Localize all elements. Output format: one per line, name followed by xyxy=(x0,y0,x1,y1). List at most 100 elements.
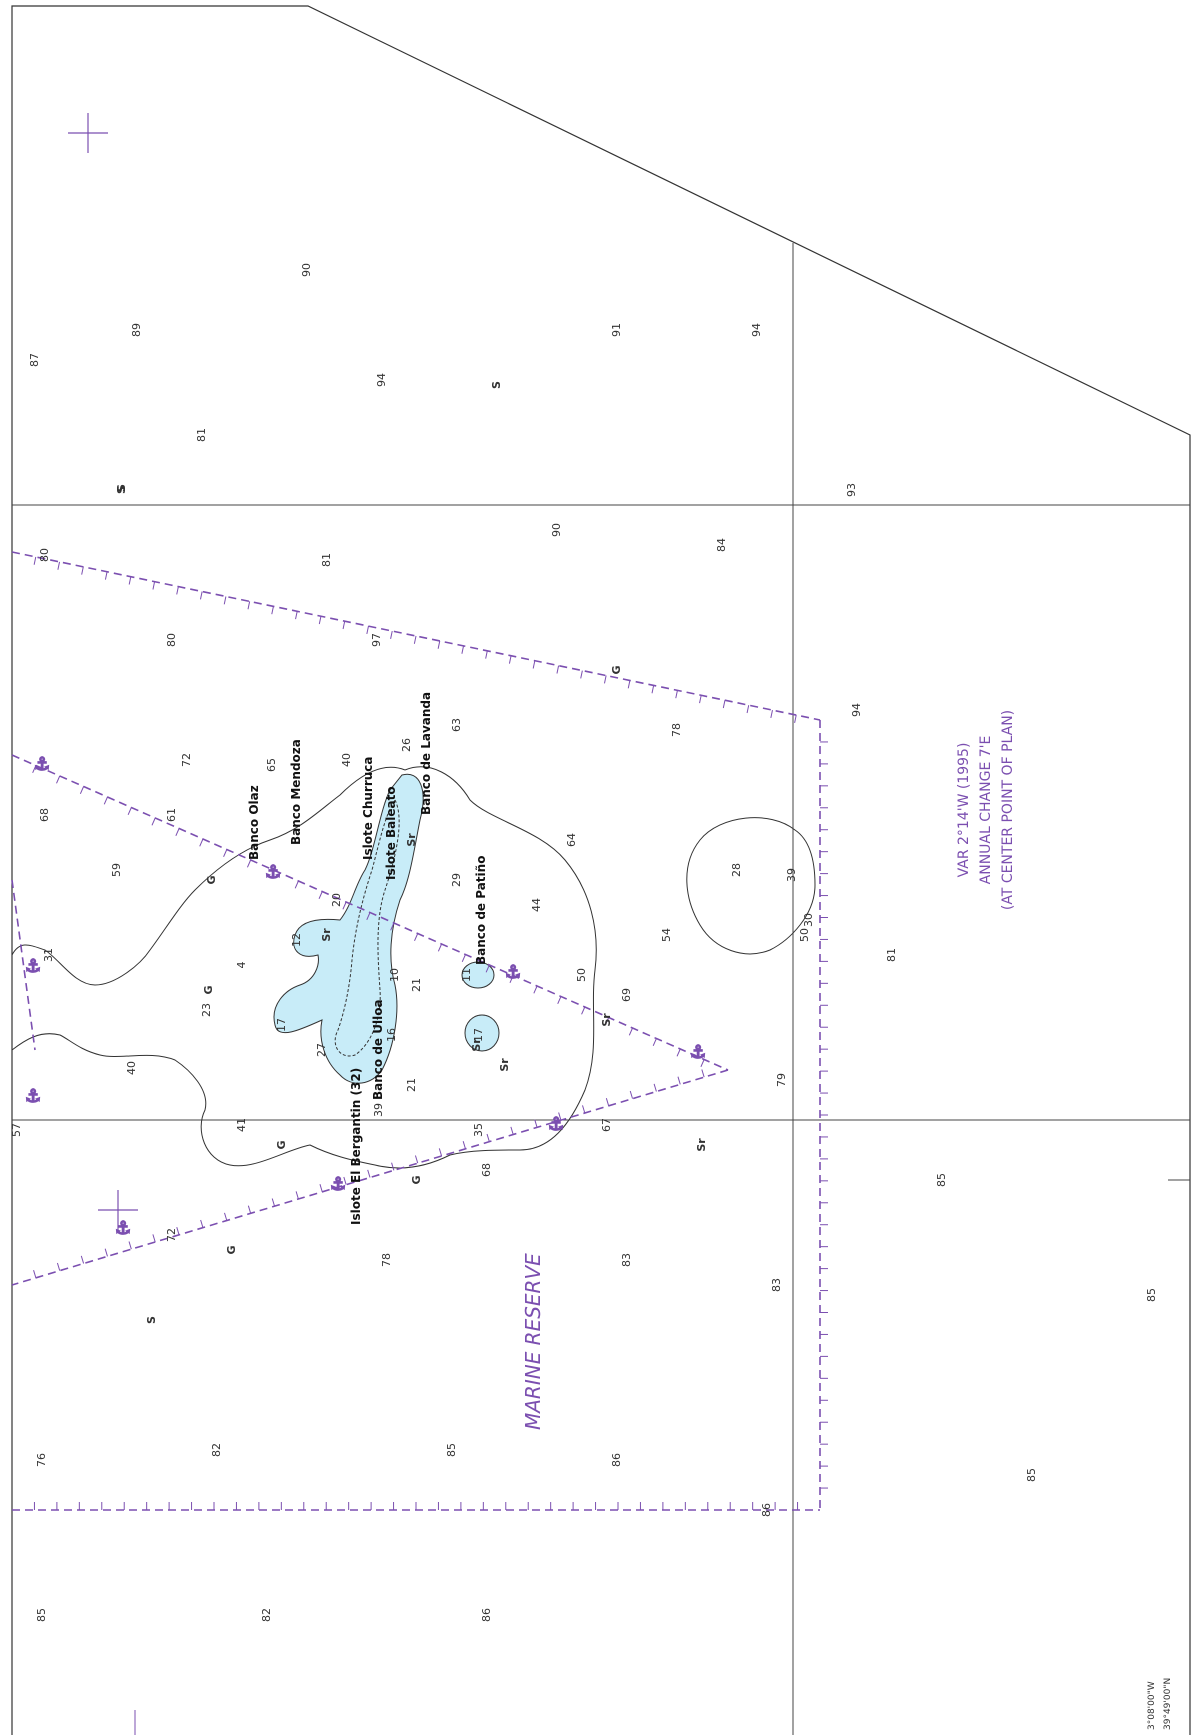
sounding: 97 xyxy=(370,633,383,647)
feature-name: Islote El Bergantin (32) xyxy=(349,1068,363,1225)
sounding: 59 xyxy=(110,863,123,877)
sounding: 93 xyxy=(845,483,858,497)
sounding: 11 xyxy=(460,968,473,982)
magnetic-variation-note: VAR 2°14'W (1995) ANNUAL CHANGE 7'E (AT … xyxy=(956,710,1016,910)
sounding: 10 xyxy=(388,968,401,982)
sounding: 21 xyxy=(410,978,423,992)
feature-name: Banco Olaz xyxy=(247,785,261,860)
sounding: Sr xyxy=(600,1013,613,1027)
feature-name: Islote Baleato xyxy=(384,786,398,880)
feature-names-layer: Banco Olaz Banco Mendoza Islote Churruca Is… xyxy=(247,692,488,1225)
sounding: 29 xyxy=(450,873,463,887)
sounding: 64 xyxy=(565,833,578,847)
sounding: 21 xyxy=(405,1078,418,1092)
sounding: 40 xyxy=(340,753,353,767)
sounding: 87 xyxy=(28,353,41,367)
soundings-layer: 87 89 90 91 94 94 81 S S 93 80 81 90 84 80 97 G 78 94 72 65 6… xyxy=(10,263,1158,1622)
svg-text:⚓: ⚓ xyxy=(25,956,41,977)
svg-text:⚓: ⚓ xyxy=(34,754,50,775)
shoal-patch xyxy=(464,1014,500,1052)
sounding: 85 xyxy=(35,1608,48,1622)
svg-text:⚓: ⚓ xyxy=(115,1218,131,1239)
sounding: 80 xyxy=(165,633,178,647)
reserve-markers: ⚓ ⚓ ⚓ ⚓ ⚓ ⚓ ⚓ ⚓ ⚓ xyxy=(24,753,707,1240)
sounding: S xyxy=(115,486,128,494)
sounding: 63 xyxy=(450,718,463,732)
sounding: 30 xyxy=(802,913,815,927)
sounding: 81 xyxy=(195,428,208,442)
marine-reserve-label: MARINE RESERVE xyxy=(521,1253,545,1430)
sounding: 72 xyxy=(180,753,193,767)
sounding: 81 xyxy=(320,553,333,567)
svg-text:⚓: ⚓ xyxy=(505,962,521,983)
feature-name: Banco de Ulloa xyxy=(371,999,385,1100)
sounding: 94 xyxy=(750,323,763,337)
sounding: 50 xyxy=(798,928,811,942)
sounding: 85 xyxy=(445,1443,458,1457)
sounding: S xyxy=(145,1316,158,1324)
svg-text:⚓: ⚓ xyxy=(25,1086,41,1107)
feature-name: Banco Mendoza xyxy=(289,739,303,845)
sounding: 80 xyxy=(38,548,51,562)
sounding: 20 xyxy=(330,893,343,907)
sounding: Sr xyxy=(405,833,418,847)
sounding: 67 xyxy=(600,1118,613,1132)
sounding: 81 xyxy=(885,948,898,962)
sounding: 40 xyxy=(125,1061,138,1075)
depth-contour-50 xyxy=(11,766,597,1169)
sounding: 83 xyxy=(620,1253,633,1267)
sounding: G xyxy=(205,875,218,884)
sounding: 69 xyxy=(620,988,633,1002)
svg-text:⚓: ⚓ xyxy=(690,1042,706,1063)
sounding: 17 xyxy=(275,1018,288,1032)
sounding: 82 xyxy=(260,1608,273,1622)
shoal-patch xyxy=(461,961,495,989)
sounding: 28 xyxy=(730,863,743,877)
sounding: 86 xyxy=(760,1503,773,1517)
sounding: G xyxy=(610,665,623,674)
sounding: 54 xyxy=(660,928,673,942)
sounding: Sr xyxy=(695,1138,708,1152)
sounding: 39 xyxy=(372,1103,385,1117)
sounding: 41 xyxy=(235,1118,248,1132)
sounding: 4 xyxy=(235,962,248,969)
sounding: 39 xyxy=(785,868,798,882)
sounding: S xyxy=(490,381,503,389)
sounding: 68 xyxy=(480,1163,493,1177)
sounding: G xyxy=(275,1140,288,1149)
sounding: 85 xyxy=(935,1173,948,1187)
sounding: 57 xyxy=(10,1123,23,1137)
feature-name: Banco de Patiño xyxy=(474,856,488,965)
variation-line-3: (AT CENTER POINT OF PLAN) xyxy=(1000,710,1016,910)
depth-contour-inner xyxy=(334,799,400,1057)
sounding: 44 xyxy=(530,898,543,912)
shoal-area xyxy=(273,773,424,1084)
chart-border xyxy=(11,5,1191,1735)
variation-line-1: VAR 2°14'W (1995) xyxy=(956,743,972,878)
sounding: 79 xyxy=(775,1073,788,1087)
sounding: 27 xyxy=(315,1043,328,1057)
feature-name: Islote Churruca xyxy=(361,757,375,861)
sounding: 16 xyxy=(385,1028,398,1042)
sounding: 23 xyxy=(200,1003,213,1017)
svg-text:⚓: ⚓ xyxy=(265,862,281,883)
sounding: 90 xyxy=(300,263,313,277)
marine-reserve-boundary xyxy=(11,551,821,1511)
sounding: 17 xyxy=(472,1028,485,1042)
sounding: 35 xyxy=(472,1123,485,1137)
sounding: 68 xyxy=(38,808,51,822)
sounding: 85 xyxy=(1145,1288,1158,1302)
svg-text:⚓: ⚓ xyxy=(548,1114,564,1135)
svg-text:⚓: ⚓ xyxy=(330,1174,346,1195)
sounding: 85 xyxy=(1025,1468,1038,1482)
sounding: 86 xyxy=(480,1608,493,1622)
latitude-label: 39°49'00"N xyxy=(1163,1678,1173,1730)
feature-name: Banco de Lavanda xyxy=(419,692,433,815)
sounding: 78 xyxy=(380,1253,393,1267)
sounding: G xyxy=(225,1245,238,1254)
sounding: 91 xyxy=(610,323,623,337)
sounding: Sr xyxy=(498,1058,511,1072)
variation-line-2: ANNUAL CHANGE 7'E xyxy=(978,736,994,885)
sounding: G xyxy=(202,985,215,994)
sounding: 61 xyxy=(165,808,178,822)
